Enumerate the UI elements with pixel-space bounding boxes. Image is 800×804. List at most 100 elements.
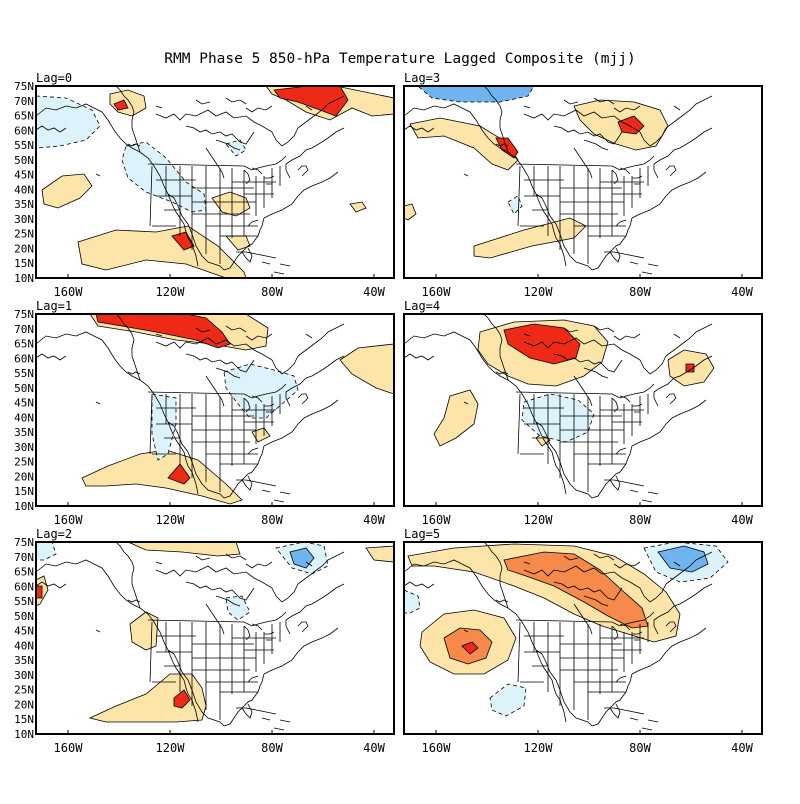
lat-tick-label: 55N (14, 139, 34, 152)
lat-tick-label: 30N (14, 213, 34, 226)
shading (35, 85, 395, 279)
lat-tick-label: 75N (14, 536, 34, 549)
lat-tick-label: 70N (14, 551, 34, 564)
lat-tick-label: 25N (14, 228, 34, 241)
cool-anomaly-region (35, 95, 101, 149)
panel-label: Lag=5 (404, 527, 440, 541)
strong-warm-anomaly-region (461, 641, 479, 655)
lat-tick-label: 15N (14, 257, 34, 270)
panel-lag-3: Lag=3 160W 120W 80W 40W (403, 71, 763, 299)
shading (35, 541, 395, 723)
lon-tick-label: 40W (731, 285, 753, 299)
lon-tick-label: 80W (629, 285, 651, 299)
panel-label: Lag=4 (404, 299, 440, 313)
lat-tick-label: 65N (14, 566, 34, 579)
lon-tick-label: 120W (156, 285, 186, 299)
strong-warm-anomaly-region (685, 363, 695, 373)
warm-anomaly-region (403, 203, 417, 221)
lon-tick-label: 80W (261, 741, 283, 755)
warm-anomaly-region (433, 389, 479, 447)
lat-tick-label: 50N (14, 154, 34, 167)
lat-tick-label: 15N (14, 713, 34, 726)
lat-tick-label: 60N (14, 580, 34, 593)
cool-anomaly-region (507, 195, 523, 215)
shading (403, 541, 729, 717)
strong-warm-anomaly-region (95, 313, 231, 349)
cool-anomaly-region (489, 683, 527, 717)
lat-tick-label: 55N (14, 367, 34, 380)
lat-tick-label: 65N (14, 110, 34, 123)
lat-tick-label: 50N (14, 382, 34, 395)
cool-anomaly-region (225, 595, 251, 621)
cool-anomaly-region (416, 85, 535, 103)
panel-frame (35, 313, 395, 507)
lat-tick-label: 25N (14, 456, 34, 469)
figure-title: RMM Phase 5 850-hPa Temperature Lagged C… (164, 51, 635, 67)
warm-anomaly-region (211, 191, 251, 217)
lon-tick-label: 160W (54, 285, 84, 299)
lat-tick-label: 30N (14, 441, 34, 454)
lat-tick-label: 75N (14, 80, 34, 93)
lon-tick-label: 80W (629, 741, 651, 755)
lat-tick-label: 35N (14, 426, 34, 439)
lon-tick-label: 80W (629, 513, 651, 527)
lon-tick-label: 160W (422, 741, 452, 755)
lon-tick-label: 120W (524, 513, 554, 527)
cool-anomaly-region (121, 141, 207, 213)
strong-warm-anomaly-region (617, 115, 645, 135)
cool-anomaly-region (521, 393, 595, 443)
panel-frame (35, 85, 395, 279)
lon-tick-label: 40W (363, 513, 385, 527)
lat-tick-label: 45N (14, 625, 34, 638)
shading (81, 313, 395, 505)
lat-tick-label: 35N (14, 654, 34, 667)
cool-anomaly-region (225, 139, 247, 157)
lon-tick-label: 120W (524, 285, 554, 299)
warm-anomaly-region (41, 173, 93, 209)
panel-frame (403, 313, 763, 507)
lat-tick-label: 70N (14, 323, 34, 336)
panel-frame (35, 541, 395, 735)
lat-tick-label: 40N (14, 639, 34, 652)
lon-tick-label: 120W (524, 741, 554, 755)
lon-tick-label: 120W (156, 513, 186, 527)
lat-tick-label: 20N (14, 698, 34, 711)
panel-lag-5: Lag=5 160W 120W 80W 40W (403, 527, 763, 755)
lon-tick-label: 40W (731, 513, 753, 527)
cool-anomaly-region (35, 541, 57, 561)
lat-tick-label: 35N (14, 198, 34, 211)
warm-anomaly-region (349, 201, 367, 213)
lon-tick-label: 160W (54, 513, 84, 527)
strong-warm-anomaly-region (167, 463, 191, 485)
lat-tick-label: 45N (14, 397, 34, 410)
lat-tick-label: 30N (14, 669, 34, 682)
cool-anomaly-region (403, 589, 421, 615)
warm-anomaly-region (365, 545, 395, 563)
warm-anomaly-region (88, 673, 207, 723)
lat-tick-label: 50N (14, 610, 34, 623)
strong-warm-anomaly-region (503, 323, 581, 365)
cool-anomaly-region (151, 393, 177, 461)
lat-tick-label: 70N (14, 95, 34, 108)
lat-tick-label: 75N (14, 308, 34, 321)
lon-tick-label: 40W (731, 741, 753, 755)
warm-anomaly-region (127, 541, 241, 557)
lon-tick-label: 160W (422, 285, 452, 299)
lat-tick-label: 10N (14, 500, 34, 513)
lat-tick-label: 20N (14, 242, 34, 255)
lat-tick-label: 55N (14, 595, 34, 608)
lat-tick-label: 25N (14, 684, 34, 697)
warm-anomaly-region (409, 117, 519, 171)
lat-tick-label: 60N (14, 352, 34, 365)
lon-tick-label: 80W (261, 285, 283, 299)
panel-label: Lag=1 (36, 299, 72, 313)
warm-anomaly-region (473, 217, 587, 259)
panel-frame (403, 541, 763, 735)
medium-cool-anomaly-region (657, 545, 709, 573)
strong-warm-anomaly-region (113, 99, 129, 111)
lon-tick-label: 40W (363, 741, 385, 755)
panel-label: Lag=3 (404, 71, 440, 85)
